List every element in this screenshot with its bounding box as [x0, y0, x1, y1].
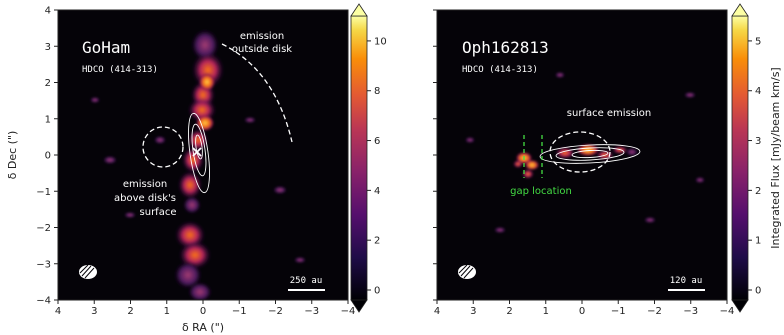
- right-x-tick-label: −1: [611, 306, 626, 317]
- right-line-label: HDCO (414-313): [462, 65, 538, 75]
- right-x-tick-label: 3: [470, 306, 476, 317]
- left-colorbar-bar: [350, 15, 368, 301]
- star-position-marker: [192, 147, 202, 157]
- right-annotation-gap: gap location: [510, 186, 572, 197]
- right-x-tick-label: 0: [579, 306, 585, 317]
- right-panel: 120 au Oph162813 HDCO (414-313) surface …: [436, 9, 728, 301]
- right-dashed-ellipse: [549, 131, 611, 173]
- right-colorbar-tick-label: 0: [755, 286, 761, 297]
- left-colorbar-tick-label: 8: [374, 86, 380, 97]
- left-x-tick-label: 2: [127, 306, 133, 317]
- left-x-tick-label: −4: [341, 306, 356, 317]
- right-colorbar-tick-label: 1: [755, 236, 761, 247]
- right-axes: 4 3 2 1 0 −1 −2 −3 −4: [433, 9, 735, 317]
- right-beam-ellipse: [458, 264, 476, 279]
- left-annotation-outside-2: outside disk: [232, 44, 292, 55]
- left-y-tick-label: 1: [45, 114, 51, 125]
- left-x-tick-label: −2: [268, 306, 283, 317]
- y-axis-label: δ Dec ("): [6, 131, 19, 180]
- left-colorbar: 0 2 4 6 8 10: [350, 3, 387, 313]
- left-annotation-above-2: above disk's: [114, 193, 176, 204]
- right-colorbar-tick-label: 3: [755, 136, 761, 147]
- right-annotation-surface: surface emission: [567, 108, 651, 119]
- left-annotation-above-1: emission: [123, 179, 167, 190]
- left-line-label: HDCO (414-313): [82, 65, 158, 75]
- right-colorbar-ticks: 0 1 2 3 4 5: [748, 36, 761, 297]
- left-panel-title: GoHam: [82, 38, 130, 57]
- left-x-tick-label: 1: [164, 306, 170, 317]
- right-colorbar-low-arrow: [731, 299, 749, 313]
- left-colorbar-tick-label: 2: [374, 236, 380, 247]
- left-panel: 250 au GoHam HDCO (414-313) emission out…: [57, 9, 349, 301]
- gap-location-markers: [523, 135, 543, 178]
- right-x-tick-label: −4: [720, 306, 735, 317]
- right-colorbar-tick-label: 2: [755, 186, 761, 197]
- right-colorbar-high-arrow: [731, 3, 749, 17]
- left-y-tick-label: 3: [45, 42, 51, 53]
- left-y-tick-label: −1: [36, 187, 51, 198]
- left-colorbar-high-arrow: [350, 3, 368, 17]
- left-scale-label: 250 au: [290, 276, 323, 286]
- left-colorbar-tick-label: 10: [374, 36, 387, 47]
- left-x-tick-label: −1: [232, 306, 247, 317]
- right-x-tick-label: 4: [434, 306, 440, 317]
- left-x-tick-label: 0: [200, 306, 206, 317]
- left-disk-contours: [188, 112, 210, 194]
- left-y-tick-label: −2: [36, 223, 51, 234]
- left-y-tick-label: −4: [36, 296, 51, 307]
- left-colorbar-tick-label: 4: [374, 186, 380, 197]
- left-x-tick-label: 4: [55, 306, 61, 317]
- right-colorbar: 0 1 2 3 4 5 Integrated Flux [mJy/beam km/s]: [731, 3, 782, 313]
- left-annotation-above-3: surface: [140, 207, 177, 218]
- left-x-tick-label: 3: [91, 306, 97, 317]
- left-colorbar-tick-label: 0: [374, 286, 380, 297]
- left-annotation-outside-1: emission: [240, 31, 284, 42]
- left-x-tick-label: −3: [304, 306, 319, 317]
- left-dashed-circle: [142, 126, 184, 168]
- left-y-tick-label: 4: [45, 6, 51, 17]
- right-x-tick-label: −2: [647, 306, 662, 317]
- right-colorbar-tick-label: 5: [755, 36, 761, 47]
- left-dashed-arc: [221, 43, 293, 143]
- right-scale-label: 120 au: [670, 276, 703, 286]
- right-colorbar-label: Integrated Flux [mJy/beam km/s]: [769, 67, 782, 248]
- left-colorbar-tick-label: 6: [374, 136, 380, 147]
- left-beam-ellipse: [79, 264, 97, 279]
- left-y-tick-label: 2: [45, 78, 51, 89]
- right-colorbar-tick-label: 4: [755, 86, 761, 97]
- right-disk-contours: [539, 144, 641, 164]
- right-x-tick-label: 2: [506, 306, 512, 317]
- right-panel-title: Oph162813: [462, 38, 549, 57]
- left-y-tick-label: −3: [36, 259, 51, 270]
- left-axes: 4 3 2 1 0 −1 −2 −3 −4 4 3 2 1 0 −1 −2 −3 −4: [36, 6, 355, 318]
- left-colorbar-ticks: 0 2 4 6 8 10: [367, 36, 387, 297]
- left-y-tick-label: 0: [45, 151, 51, 162]
- x-axis-label: δ RA ("): [182, 321, 224, 334]
- right-colorbar-bar: [731, 15, 749, 301]
- right-x-tick-label: 1: [543, 306, 549, 317]
- right-x-tick-label: −3: [683, 306, 698, 317]
- left-emission-map: [90, 29, 306, 300]
